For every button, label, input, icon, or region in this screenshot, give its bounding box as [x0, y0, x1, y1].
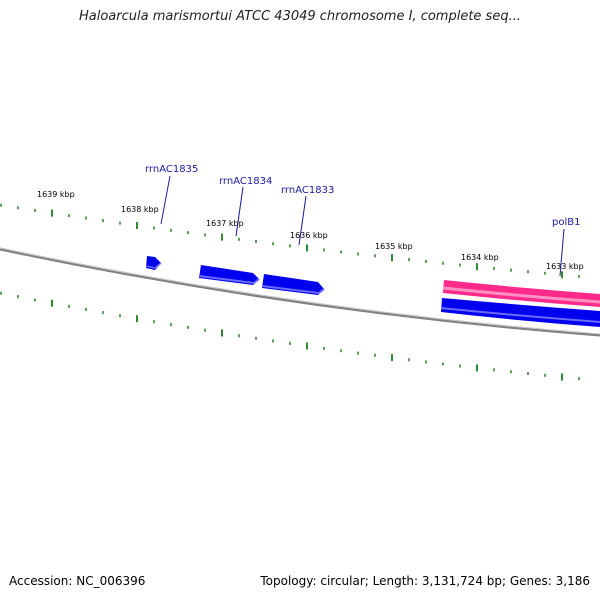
gene-rrnAC1834[interactable]	[199, 265, 259, 285]
scale-label-1636: 1636 kbp	[290, 231, 328, 240]
gene-label-polB1[interactable]: polB1	[552, 217, 580, 228]
gene-rrnAC1833[interactable]	[262, 274, 324, 295]
chromosome-backbone	[0, 247, 600, 337]
gene-label-rrnAC1835[interactable]: rrnAC1835	[145, 164, 198, 175]
scale-label-1639: 1639 kbp	[37, 190, 75, 199]
leader-rrnAC1833	[298, 195, 307, 246]
accession-text: Accession: NC_006396	[9, 574, 146, 588]
inner-scale-ticks	[0, 291, 580, 381]
leader-rrnAC1834	[235, 186, 244, 237]
genome-stats-text: Topology: circular; Length: 3,131,724 bp…	[260, 574, 590, 588]
gene-label-rrnAC1834[interactable]: rrnAC1834	[219, 176, 272, 187]
scale-label-1638: 1638 kbp	[121, 205, 159, 214]
scale-label-1635: 1635 kbp	[375, 242, 413, 251]
scale-label-1633: 1633 kbp	[546, 262, 584, 271]
outer-scale-ticks	[0, 203, 580, 279]
scale-label-1637: 1637 kbp	[206, 219, 244, 228]
map-title: Haloarcula marismortui ATCC 43049 chromo…	[79, 9, 521, 24]
leader-rrnAC1835	[160, 175, 171, 225]
gene-label-rrnAC1833[interactable]: rrnAC1833	[281, 185, 334, 196]
scale-label-1634: 1634 kbp	[461, 253, 499, 262]
leader-polB1	[559, 228, 565, 277]
